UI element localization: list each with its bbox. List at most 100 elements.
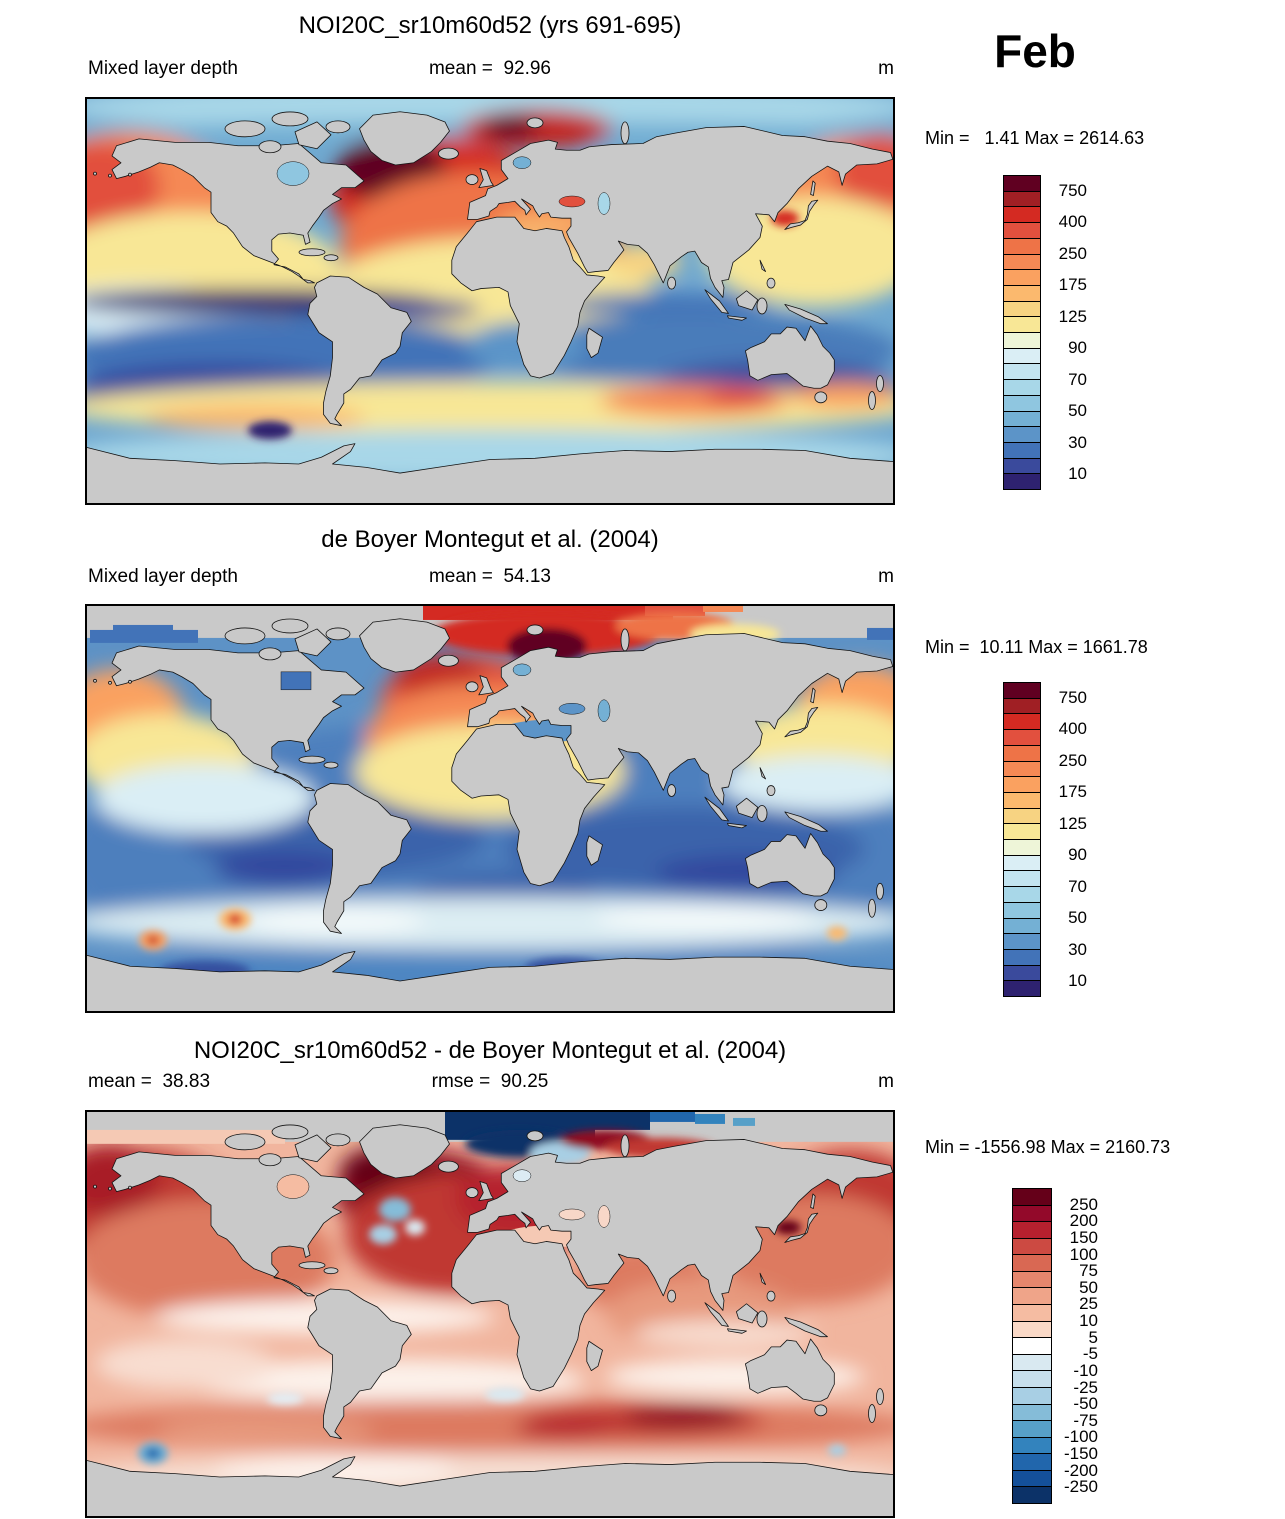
colorbar-segment	[1004, 269, 1040, 285]
colorbar-tick-label: 10	[1068, 464, 1087, 484]
colorbar-segment	[1004, 410, 1040, 427]
colorbar-tick-label: 400	[1058, 212, 1087, 232]
panel2-variable-label: Mixed layer depth	[88, 566, 238, 587]
colorbar-segment	[1004, 394, 1040, 411]
colorbar-segment	[1004, 441, 1040, 458]
colorbar-tick-label: 10	[1079, 1311, 1098, 1331]
colorbar-segment	[1004, 222, 1040, 238]
panel2-title: de Boyer Montegut et al. (2004)	[321, 526, 659, 553]
colorbar-tick-label: 250	[1058, 750, 1087, 770]
colorbar-tick-label: 100	[1069, 1244, 1098, 1264]
colorbar-segment	[1013, 1370, 1051, 1387]
colorbar-segment	[1004, 237, 1040, 254]
panel2-label-row: mean = 54.13 Mixed layer depth m	[85, 566, 895, 590]
colorbar-tick-label: 70	[1068, 369, 1087, 389]
panel3-title: NOI20C_sr10m60d52 - de Boyer Montegut et…	[193, 1037, 787, 1064]
colorbar-segment	[1013, 1237, 1051, 1255]
colorbar-tick-label: 75	[1079, 1261, 1098, 1281]
colorbar-segment	[1004, 347, 1040, 364]
colorbar-tick-label: -75	[1073, 1410, 1098, 1430]
colorbar-segment	[1013, 1469, 1051, 1487]
baltic-sea-3	[512, 1169, 532, 1182]
colorbar-segment	[1004, 839, 1040, 855]
colorbar-tick-label: 25	[1079, 1294, 1098, 1314]
colorbar-segment	[1004, 300, 1040, 317]
colorbar-segment	[1004, 379, 1040, 395]
colorbar-segment	[1004, 744, 1040, 761]
colorbar-tick-label: -10	[1073, 1360, 1098, 1380]
colorbar-tick-label: 50	[1079, 1277, 1098, 1297]
panel1-units-label: m	[878, 58, 894, 79]
colorbar-segment	[1004, 683, 1040, 698]
colorbar-segment	[1004, 713, 1040, 730]
panel1-variable-label: Mixed layer depth	[88, 58, 238, 79]
colorbar-tick-label: 50	[1068, 908, 1087, 928]
baltic-sea-2	[512, 663, 532, 677]
colorbar-tick-label: -150	[1063, 1444, 1098, 1464]
colorbar-segment	[1004, 697, 1040, 714]
colorbar-tick-label: 90	[1068, 845, 1087, 865]
colorbar-segment	[1004, 284, 1040, 301]
colorbar-labels: 250 200 150 100 75 50 25 10 5 -5 -10 -25 -50 -75 -100-…	[1052, 1188, 1098, 1504]
colorbar-segment	[1013, 1221, 1051, 1238]
colorbar-tick-label: 250	[1069, 1194, 1098, 1214]
colorbar-tick-label: -25	[1073, 1377, 1098, 1397]
panel2-minmax: Min = 10.11 Max = 1661.78	[925, 637, 1148, 657]
hudson-bay-3	[276, 1174, 310, 1199]
colorbar-segment	[1013, 1436, 1051, 1454]
caspian-sea-1	[597, 192, 611, 215]
colorbar-tick-label: -250	[1063, 1477, 1098, 1497]
colorbar-segment	[1004, 729, 1040, 745]
colorbar-segment	[1004, 901, 1040, 918]
colorbar-segment	[1004, 964, 1040, 981]
colorbar-segment	[1004, 776, 1040, 792]
colorbar-tick-label: 30	[1068, 939, 1087, 959]
panel3-rmse-label: rmse = 90.25	[431, 1071, 549, 1092]
colorbar-segment	[1013, 1304, 1051, 1321]
panel3-mean-label: mean = 38.83	[88, 1071, 211, 1092]
colorbar-segment	[1004, 176, 1040, 191]
colorbar-labels: 750 400 250 175 125 90 70 50 30 10	[1041, 682, 1087, 997]
panel1-label-row: mean = 92.96 Mixed layer depth m	[85, 58, 895, 82]
hudson-bay-1	[276, 161, 310, 186]
colorbar-segment	[1004, 870, 1040, 887]
caspian-sea-3	[597, 1205, 611, 1228]
panel2-map-svg	[85, 604, 895, 1013]
colorbar-segment	[1004, 473, 1040, 490]
colorbar-segment	[1004, 457, 1040, 474]
colorbar-tick-label: 175	[1058, 275, 1087, 295]
colorbar-segment	[1013, 1204, 1051, 1222]
colorbar-segment	[1013, 1486, 1051, 1503]
colorbar-tick-label: 125	[1058, 306, 1087, 326]
colorbar-segment	[1013, 1453, 1051, 1470]
colorbar-segment	[1004, 933, 1040, 949]
panel3-map-svg	[85, 1110, 895, 1518]
colorbar-tick-label: -5	[1082, 1344, 1098, 1364]
black-sea-3	[558, 1208, 586, 1221]
colorbar-tick-label: 175	[1058, 782, 1087, 802]
colorbar-tick-label: 750	[1058, 180, 1087, 200]
colorbar-segments	[1012, 1188, 1052, 1504]
colorbar-tick-label: 400	[1058, 719, 1087, 739]
colorbar-segment	[1004, 316, 1040, 333]
colorbar-segment	[1013, 1353, 1051, 1371]
colorbar-tick-label: 50	[1068, 401, 1087, 421]
panel1-minmax: Min = 1.41 Max = 2614.63	[925, 128, 1145, 148]
colorbar-segment	[1004, 791, 1040, 808]
panel1-mean-label: mean = 92.96	[428, 58, 551, 79]
hudson-bay-2	[280, 671, 312, 691]
colorbar-segment	[1004, 363, 1040, 380]
colorbar-tick-label: 10	[1068, 971, 1087, 991]
colorbar-segment	[1013, 1337, 1051, 1354]
colorbar-tick-label: -200	[1063, 1460, 1098, 1480]
colorbar-segments	[1003, 682, 1041, 997]
colorbar-tick-label: 250	[1058, 243, 1087, 263]
colorbar-segment	[1004, 332, 1040, 348]
colorbar-tick-label: 90	[1068, 338, 1087, 358]
panel2-colorbar: 750 400 250 175 125 90 70 50 30 10	[1003, 682, 1087, 997]
black-sea-1	[558, 195, 586, 208]
colorbar-segment	[1013, 1386, 1051, 1404]
colorbar-segment	[1004, 206, 1040, 223]
panel3-minmax: Min = -1556.98 Max = 2160.73	[925, 1137, 1171, 1157]
colorbar-segment	[1004, 917, 1040, 934]
